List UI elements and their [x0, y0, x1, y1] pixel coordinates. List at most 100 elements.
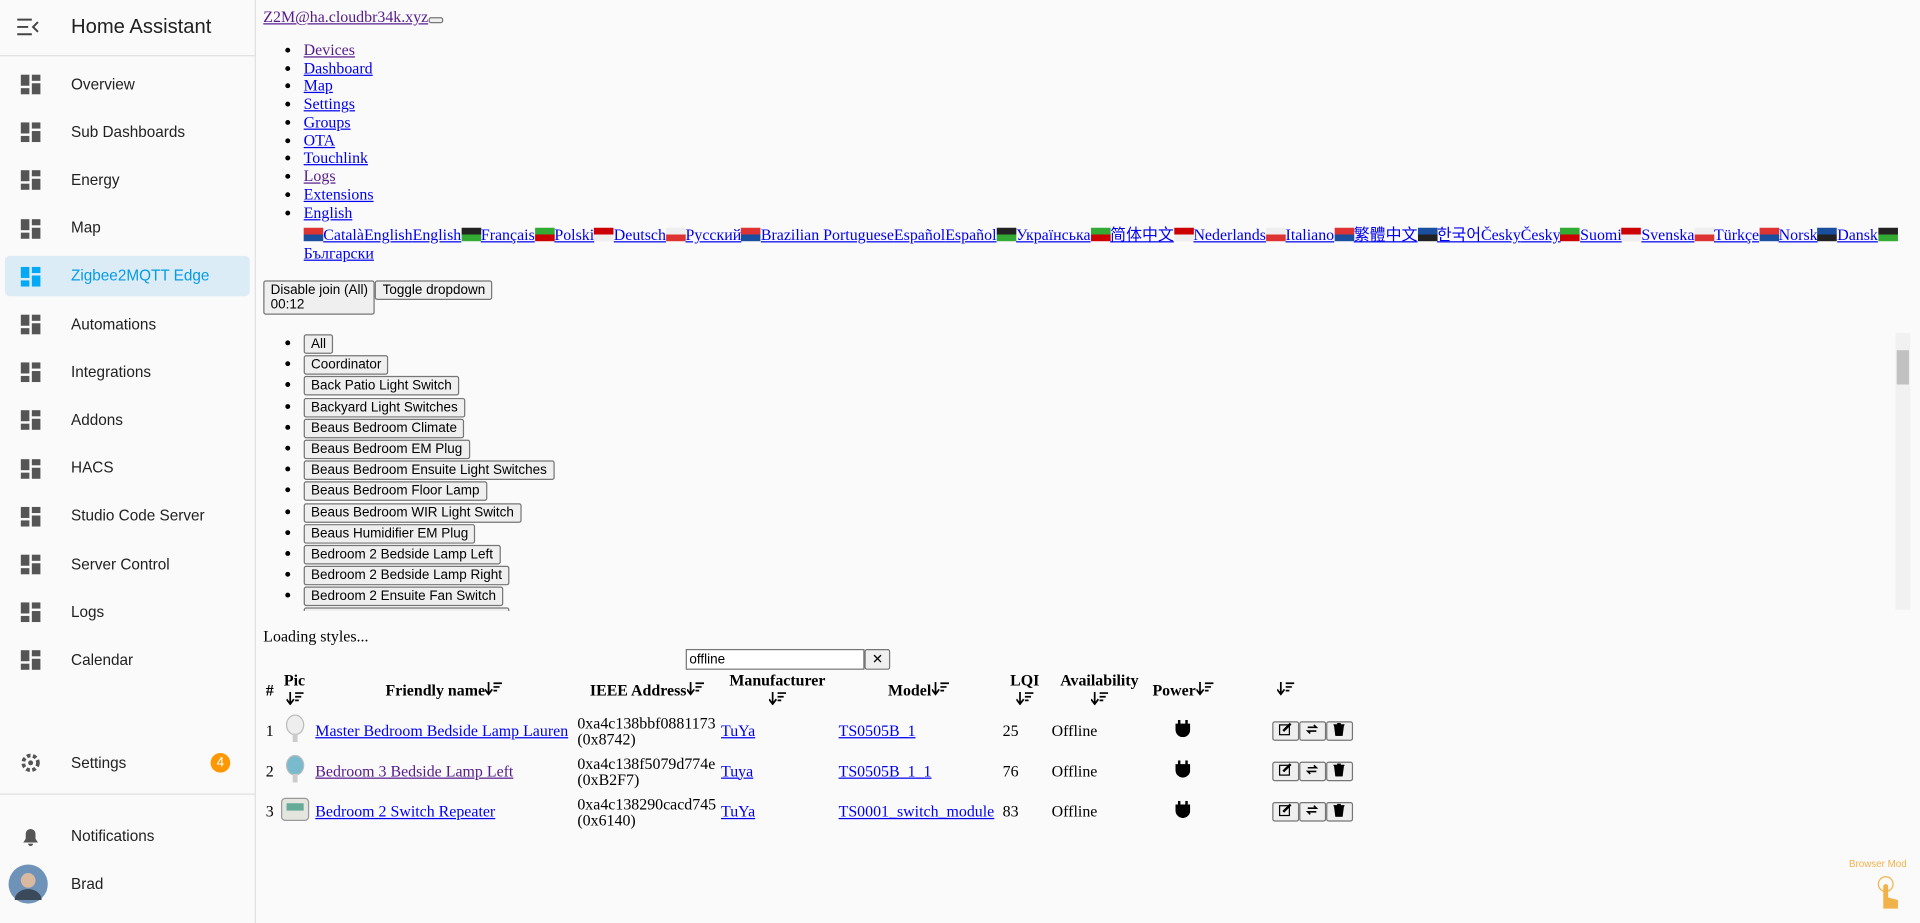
nav-link[interactable]: Extensions [303, 184, 374, 203]
group-button[interactable]: Bedroom 2 Ensuite Light Switch [303, 607, 510, 612]
sort-icon[interactable] [1276, 682, 1295, 696]
sort-icon[interactable] [484, 682, 503, 696]
group-button[interactable]: Bedroom 2 Bedside Lamp Right [303, 565, 510, 586]
language[interactable]: 繁體中文 [1334, 225, 1417, 244]
language[interactable]: Українська [996, 225, 1091, 244]
nav-link[interactable]: Settings [303, 94, 355, 113]
sidebar-item[interactable]: Integrations [5, 352, 250, 392]
scroll-thumb[interactable] [1896, 350, 1909, 385]
language[interactable]: EnglishEnglish [364, 225, 461, 243]
edit-button[interactable] [1272, 721, 1300, 741]
language[interactable]: EspañolEspañol [894, 225, 997, 243]
instance-link[interactable]: Z2M@ha.cloudbr34k.xyz [263, 7, 429, 26]
nav-link[interactable]: Dashboard [303, 58, 373, 77]
sidebar-item[interactable]: Server Control [5, 544, 250, 584]
clear-button[interactable]: ✕ [864, 648, 891, 670]
model-link[interactable]: TS0505B_1_1 [838, 761, 932, 780]
sort-icon[interactable] [1195, 682, 1213, 696]
nav-link[interactable]: Touchlink [303, 148, 368, 167]
language[interactable]: Deutsch [594, 225, 666, 244]
group-button[interactable]: Beaus Humidifier EM Plug [303, 523, 476, 544]
group-button[interactable]: Beaus Bedroom Ensuite Light Switches [303, 460, 555, 481]
nav-link[interactable]: Groups [303, 112, 351, 131]
language[interactable]: Italiano [1265, 225, 1334, 244]
manufacturer-link[interactable]: Tuya [721, 761, 754, 780]
delete-button[interactable] [1325, 721, 1353, 741]
sort-icon[interactable] [1090, 691, 1108, 706]
header-button[interactable] [428, 17, 443, 24]
edit-button[interactable] [1272, 802, 1300, 822]
language[interactable]: Svenska [1621, 225, 1694, 244]
sort-icon[interactable] [285, 691, 304, 706]
notifications-item[interactable]: Notifications [5, 816, 250, 856]
language[interactable]: Dansk [1817, 225, 1878, 244]
sort-icon[interactable] [1015, 691, 1034, 706]
group-button[interactable]: Back Patio Light Switch [303, 376, 460, 396]
device-link[interactable]: Master Bedroom Bedside Lamp Lauren [315, 720, 569, 739]
language[interactable]: 한국어 [1417, 225, 1481, 244]
rename-button[interactable] [1299, 802, 1326, 822]
sidebar-item[interactable]: Zigbee2MQTT Edge [4, 255, 250, 297]
join-button[interactable]: Disable join (All) 00:12 [263, 280, 376, 315]
sidebar-item[interactable]: HACS [5, 448, 250, 488]
language[interactable]: Français [461, 225, 535, 244]
settings-item[interactable]: Settings 4 [5, 742, 250, 782]
language[interactable]: ČeskyČesky [1481, 225, 1561, 243]
device-link[interactable]: Bedroom 2 Switch Repeater [315, 801, 496, 820]
sort-icon[interactable] [930, 682, 949, 696]
scrollbar[interactable] [1895, 333, 1911, 610]
nav-link[interactable]: OTA [303, 130, 336, 149]
edit-button[interactable] [1272, 761, 1300, 782]
language[interactable]: Български [304, 225, 1898, 262]
group-button[interactable]: Beaus Bedroom Climate [303, 418, 465, 439]
language[interactable]: Polski [534, 225, 594, 244]
group-button[interactable]: Bedroom 2 Ensuite Fan Switch [303, 586, 504, 607]
sort-icon[interactable] [685, 682, 704, 696]
language[interactable]: Suomi [1560, 225, 1622, 244]
nav-link[interactable]: Devices [303, 40, 355, 59]
sidebar-item[interactable]: Map [5, 208, 250, 248]
language[interactable]: Norsk [1759, 225, 1818, 244]
language[interactable]: Brazilian Portuguese [741, 225, 894, 244]
nav-link[interactable]: Logs [303, 166, 336, 185]
language[interactable]: Nederlands [1173, 225, 1266, 244]
sidebar-item[interactable]: Addons [5, 400, 250, 440]
manufacturer-link[interactable]: TuYa [721, 720, 756, 739]
device-link[interactable]: Bedroom 3 Bedside Lamp Left [315, 761, 514, 780]
group-button[interactable]: Beaus Bedroom EM Plug [303, 439, 470, 460]
language[interactable]: Türkçe [1694, 225, 1759, 244]
language[interactable]: 简体中文 [1090, 225, 1174, 244]
group-button[interactable]: Bedroom 2 Bedside Lamp Left [303, 544, 501, 565]
sort-icon[interactable] [768, 691, 786, 706]
group-button[interactable]: Coordinator [303, 355, 389, 375]
toggle-button[interactable]: Toggle dropdown [375, 280, 493, 300]
sidebar-item[interactable]: Studio Code Server [5, 496, 250, 536]
rename-button[interactable] [1299, 721, 1326, 741]
delete-button[interactable] [1325, 802, 1353, 822]
model-link[interactable]: TS0001_switch_module [838, 801, 995, 820]
group-button[interactable]: Beaus Bedroom Floor Lamp [303, 481, 487, 502]
group-button[interactable]: Beaus Bedroom WIR Light Switch [303, 502, 522, 523]
rename-button[interactable] [1299, 761, 1326, 782]
group-button[interactable]: Backyard Light Switches [303, 397, 466, 418]
manufacturer-link[interactable]: TuYa [721, 801, 756, 820]
browser-mod-icon[interactable] [1871, 872, 1908, 914]
lang-current[interactable]: English [303, 203, 353, 222]
sidebar-item[interactable]: Energy [5, 160, 250, 200]
browser-mod[interactable]: Browser Mod [1848, 858, 1907, 870]
sidebar-item[interactable]: Calendar [5, 640, 250, 680]
user-item[interactable]: Brad [5, 863, 250, 904]
sidebar-item[interactable]: Sub Dashboards [5, 112, 250, 152]
search-input[interactable] [685, 648, 865, 670]
model-link[interactable]: TS0505B_1 [838, 720, 916, 739]
sidebar-item[interactable]: Automations [5, 304, 250, 344]
menu-icon[interactable] [17, 18, 39, 36]
language[interactable]: Català [303, 225, 364, 244]
sidebar-item[interactable]: Overview [5, 64, 250, 104]
delete-button[interactable] [1325, 761, 1353, 782]
group-button[interactable]: All [303, 334, 334, 354]
nav-link[interactable]: Map [303, 76, 333, 95]
sidebar-item[interactable]: Logs [5, 592, 250, 632]
language[interactable]: Русский [665, 225, 741, 244]
